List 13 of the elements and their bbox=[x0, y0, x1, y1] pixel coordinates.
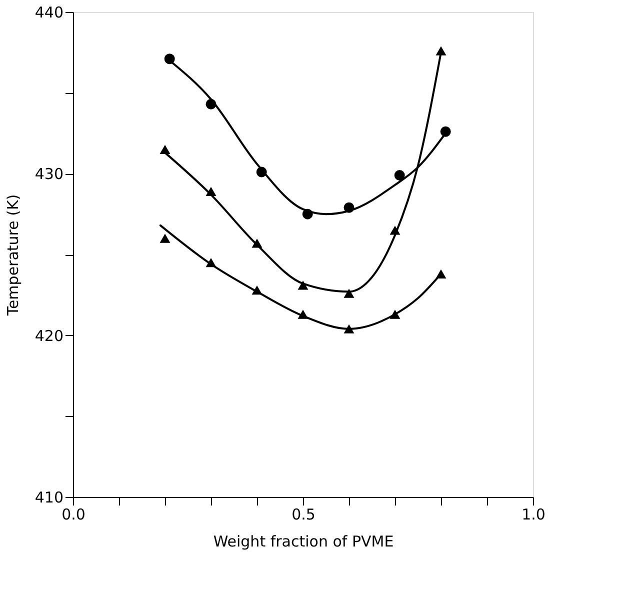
y-tick-label: 410 bbox=[34, 488, 64, 506]
point bbox=[344, 288, 354, 298]
point bbox=[160, 234, 170, 243]
x-tick-label: 0.0 bbox=[62, 506, 86, 524]
y-axis-title: Temperature (K) bbox=[4, 194, 22, 317]
y-tick-label: 440 bbox=[34, 4, 64, 22]
y-tick-label: 420 bbox=[34, 326, 64, 345]
point bbox=[298, 280, 308, 290]
x-tick-label: 1.0 bbox=[522, 506, 546, 524]
x-axis-title: Weight fraction of PVME bbox=[213, 532, 394, 550]
x-tick-label: 0.5 bbox=[292, 506, 316, 524]
y-tick-label: 430 bbox=[34, 165, 64, 184]
point bbox=[394, 170, 405, 181]
